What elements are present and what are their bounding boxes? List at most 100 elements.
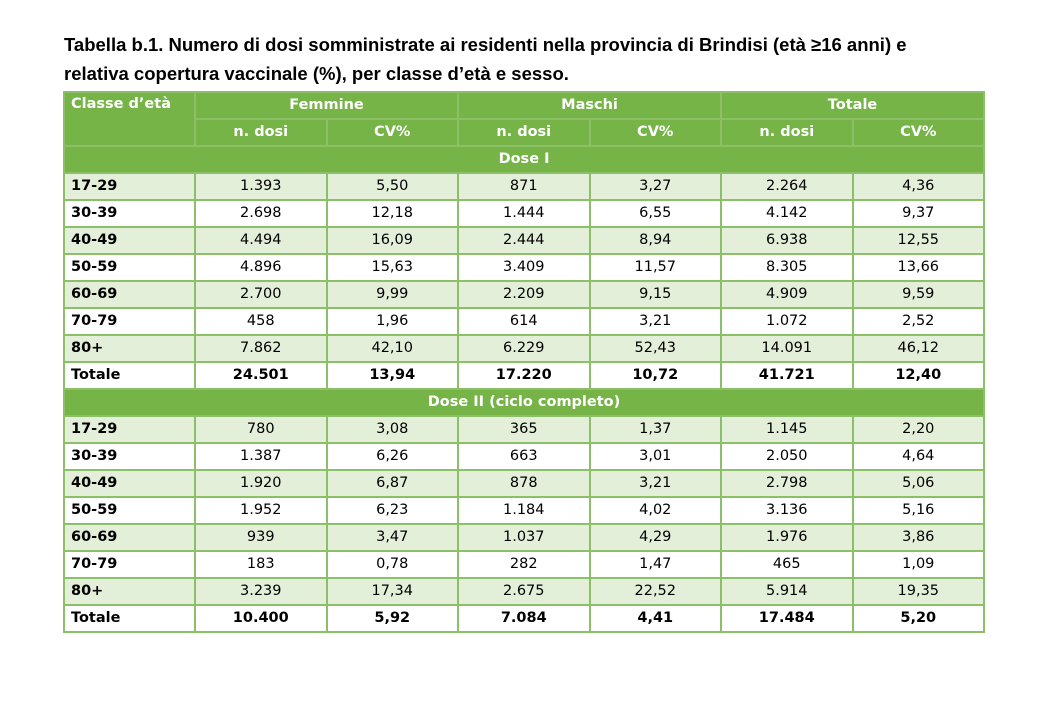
table-row: 40-49 4.494 16,09 2.444 8,94 6.938 12,55 <box>63 226 986 255</box>
age-class-cell: 30-39 <box>63 442 196 471</box>
doses-cell: 780 <box>194 415 328 444</box>
doses-cell: 2.264 <box>720 172 854 201</box>
doses-cell: 1.387 <box>194 442 328 471</box>
section-label: Dose II (ciclo completo) <box>62 388 986 417</box>
subheader-male-doses: n. dosi <box>457 118 591 147</box>
age-class-cell: 40-49 <box>63 469 196 498</box>
doses-cell: 614 <box>457 307 591 336</box>
coverage-cell: 13,94 <box>325 361 459 390</box>
coverage-cell: 3,21 <box>588 307 723 336</box>
header-row-groups: Classe d’età Femmine Maschi Totale <box>63 91 986 147</box>
section-row: Dose I <box>62 145 986 174</box>
doses-cell: 4.909 <box>720 280 854 309</box>
age-class-cell: Totale <box>63 361 196 390</box>
coverage-cell: 6,23 <box>325 496 459 525</box>
age-class-cell: 17-29 <box>63 415 196 444</box>
doses-cell: 2.700 <box>194 280 328 309</box>
subheader-male-cv: CV% <box>588 118 723 147</box>
total-row: Totale 10.400 5,92 7.084 4,41 17.484 5,20 <box>63 604 986 633</box>
coverage-cell: 3,08 <box>325 415 459 444</box>
doses-cell: 2.675 <box>457 577 591 606</box>
coverage-cell: 3,21 <box>588 469 723 498</box>
age-class-cell: 17-29 <box>63 172 196 201</box>
age-class-cell: Totale <box>63 604 196 633</box>
coverage-cell: 1,37 <box>588 415 723 444</box>
age-class-cell: 80+ <box>63 577 196 606</box>
coverage-cell: 8,94 <box>588 226 723 255</box>
doses-cell: 24.501 <box>194 361 328 390</box>
table-row: 17-29 1.393 5,50 871 3,27 2.264 4,36 <box>63 172 986 201</box>
total-row: Totale 24.501 13,94 17.220 10,72 41.721 12,40 <box>63 361 986 390</box>
doses-cell: 41.721 <box>720 361 854 390</box>
coverage-cell: 22,52 <box>588 577 723 606</box>
doses-cell: 3.239 <box>194 577 328 606</box>
age-class-cell: 40-49 <box>63 226 196 255</box>
table-row: 30-39 1.387 6,26 663 3,01 2.050 4,64 <box>63 442 986 471</box>
subheader-female-cv: CV% <box>325 118 459 147</box>
table-row: 30-39 2.698 12,18 1.444 6,55 4.142 9,37 <box>63 199 986 228</box>
age-class-cell: 80+ <box>63 334 196 363</box>
table-row: 60-69 939 3,47 1.037 4,29 1.976 3,86 <box>63 523 986 552</box>
caption-line-2: relativa copertura vaccinale (%), per cl… <box>64 63 569 84</box>
doses-cell: 878 <box>457 469 591 498</box>
doses-cell: 458 <box>194 307 328 336</box>
coverage-cell: 16,09 <box>325 226 459 255</box>
doses-cell: 365 <box>457 415 591 444</box>
age-class-cell: 50-59 <box>63 253 196 282</box>
subheader-total-cv: CV% <box>851 118 986 147</box>
doses-cell: 2.444 <box>457 226 591 255</box>
coverage-cell: 52,43 <box>588 334 723 363</box>
coverage-cell: 5,50 <box>325 172 459 201</box>
doses-cell: 871 <box>457 172 591 201</box>
header-group-female: Femmine <box>194 91 459 120</box>
coverage-cell: 3,47 <box>325 523 459 552</box>
coverage-cell: 1,47 <box>588 550 723 579</box>
coverage-cell: 1,96 <box>325 307 459 336</box>
doses-cell: 8.305 <box>720 253 854 282</box>
doses-cell: 2.050 <box>720 442 854 471</box>
coverage-cell: 0,78 <box>325 550 459 579</box>
coverage-cell: 3,86 <box>851 523 986 552</box>
doses-cell: 3.409 <box>457 253 591 282</box>
coverage-cell: 13,66 <box>851 253 986 282</box>
coverage-cell: 46,12 <box>851 334 986 363</box>
doses-cell: 3.136 <box>720 496 854 525</box>
coverage-cell: 6,55 <box>588 199 723 228</box>
doses-cell: 183 <box>194 550 328 579</box>
doses-cell: 1.444 <box>457 199 591 228</box>
coverage-cell: 12,18 <box>325 199 459 228</box>
coverage-cell: 2,20 <box>851 415 986 444</box>
coverage-cell: 1,09 <box>851 550 986 579</box>
doses-cell: 4.896 <box>194 253 328 282</box>
coverage-cell: 6,26 <box>325 442 459 471</box>
table-row: 17-29 780 3,08 365 1,37 1.145 2,20 <box>63 415 986 444</box>
doses-cell: 6.229 <box>457 334 591 363</box>
coverage-cell: 4,64 <box>851 442 986 471</box>
coverage-cell: 5,92 <box>325 604 459 633</box>
table-body: Dose I 17-29 1.393 5,50 871 3,27 2.264 4,36 30-3… <box>62 145 986 633</box>
age-class-cell: 50-59 <box>63 496 196 525</box>
doses-cell: 5.914 <box>720 577 854 606</box>
doses-cell: 2.209 <box>457 280 591 309</box>
age-class-cell: 70-79 <box>63 307 196 336</box>
doses-cell: 6.938 <box>720 226 854 255</box>
coverage-cell: 19,35 <box>851 577 986 606</box>
caption-line-1: Tabella b.1. Numero di dosi somministrat… <box>64 34 907 55</box>
table-caption: Tabella b.1. Numero di dosi somministrat… <box>64 30 1004 88</box>
doses-cell: 17.484 <box>720 604 854 633</box>
doses-cell: 465 <box>720 550 854 579</box>
vaccination-table: Classe d’età Femmine Maschi Totale n. do… <box>62 91 986 633</box>
age-class-cell: 60-69 <box>63 280 196 309</box>
coverage-cell: 9,37 <box>851 199 986 228</box>
coverage-cell: 4,41 <box>588 604 723 633</box>
doses-cell: 2.698 <box>194 199 328 228</box>
coverage-cell: 6,87 <box>325 469 459 498</box>
coverage-cell: 9,15 <box>588 280 723 309</box>
coverage-cell: 4,29 <box>588 523 723 552</box>
table-row: 80+ 7.862 42,10 6.229 52,43 14.091 46,12 <box>63 334 986 363</box>
doses-cell: 2.798 <box>720 469 854 498</box>
coverage-cell: 9,99 <box>325 280 459 309</box>
doses-cell: 1.145 <box>720 415 854 444</box>
table-row: 40-49 1.920 6,87 878 3,21 2.798 5,06 <box>63 469 986 498</box>
coverage-cell: 3,27 <box>588 172 723 201</box>
